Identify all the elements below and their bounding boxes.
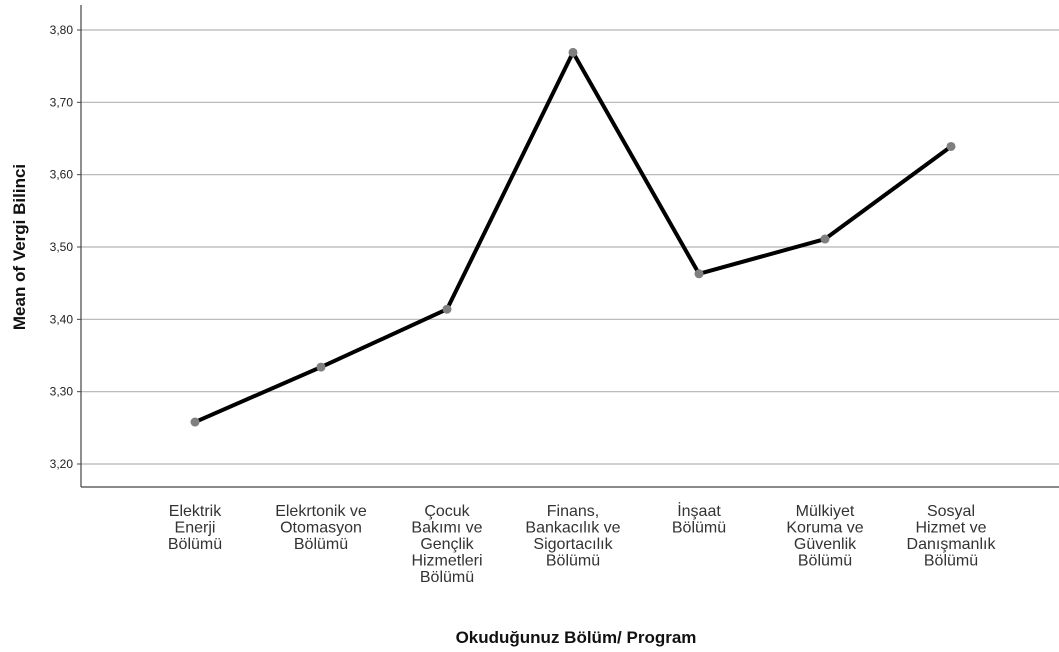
x-tick-label-line: Bölümü <box>546 553 600 570</box>
x-tick-label-line: Hizmetleri <box>411 553 482 570</box>
y-axis-title: Mean of Vergi Bilinci <box>10 164 29 330</box>
x-tick-label-line: Sosyal <box>927 503 975 520</box>
y-tick-label: 3,20 <box>50 457 74 471</box>
x-tick-label-line: İnşaat <box>677 501 721 520</box>
x-tick-label-line: Danışmanlık <box>907 536 997 553</box>
x-tick-label-line: Mülkiyet <box>796 503 855 520</box>
series-line <box>193 50 953 425</box>
data-point <box>316 362 326 372</box>
x-tick-label: Çocuk Bakımı ve Gençlik Hizmetleri Bölümü <box>411 503 482 586</box>
grid-lines <box>81 29 1059 465</box>
x-tick-label: Finans, Bankacılık ve Sigortacılık Bölümü <box>525 503 620 570</box>
y-tick-label: 3,70 <box>50 95 74 109</box>
x-tick-label: Sosyal Hizmet ve Danışmanlık Bölümü <box>907 503 997 570</box>
x-tick-label-line: Bölümü <box>420 569 474 586</box>
y-tick-label: 3,80 <box>50 23 74 37</box>
x-tick-label-line: Elekrtonik ve <box>275 503 367 520</box>
x-tick-label: Elektrik Enerji Bölümü <box>168 503 222 553</box>
x-tick-label-line: Sigortacılık <box>533 536 613 553</box>
x-tick-label-line: Bankacılık ve <box>525 520 620 537</box>
axes <box>77 5 1059 488</box>
data-point <box>568 47 578 57</box>
data-point <box>190 417 200 427</box>
y-tick-label: 3,60 <box>50 168 74 182</box>
x-tick-label-line: Bölümü <box>924 553 978 570</box>
x-tick-label-line: Enerji <box>175 520 216 537</box>
x-tick-label-line: Çocuk <box>424 503 470 520</box>
y-tick-label: 3,30 <box>50 385 74 399</box>
x-tick-label-line: Otomasyon <box>280 520 362 537</box>
x-tick-label-line: Bölümü <box>294 536 348 553</box>
x-tick-label-line: Bölümü <box>672 520 726 537</box>
x-tick-label: Elekrtonik ve Otomasyon Bölümü <box>275 503 367 553</box>
x-tick-label-line: Bakımı ve <box>411 520 482 537</box>
x-tick-label-line: Koruma ve <box>786 520 863 537</box>
x-tick-label-line: Elektrik <box>169 503 222 520</box>
x-tick-label-line: Finans, <box>547 503 599 520</box>
x-tick-label: Mülkiyet Koruma ve Güvenlik Bölümü <box>786 503 863 570</box>
x-tick-label: İnşaat Bölümü <box>672 501 726 537</box>
x-tick-label-line: Gençlik <box>420 536 474 553</box>
data-point <box>820 234 830 244</box>
data-point <box>694 269 704 279</box>
y-tick-labels: 3,20 3,30 3,40 3,50 3,60 3,70 3,80 <box>50 23 74 471</box>
x-tick-label-line: Bölümü <box>798 553 852 570</box>
x-tick-label-line: Güvenlik <box>794 536 857 553</box>
x-tick-label-line: Bölümü <box>168 536 222 553</box>
y-tick-label: 3,50 <box>50 240 74 254</box>
series-line-path <box>193 50 953 425</box>
data-point <box>442 304 452 314</box>
y-tick-label: 3,40 <box>50 312 74 326</box>
data-point <box>946 141 956 151</box>
x-axis-title: Okuduğunuz Bölüm/ Program <box>456 628 697 647</box>
data-points <box>190 47 956 427</box>
x-tick-label-line: Hizmet ve <box>915 520 986 537</box>
